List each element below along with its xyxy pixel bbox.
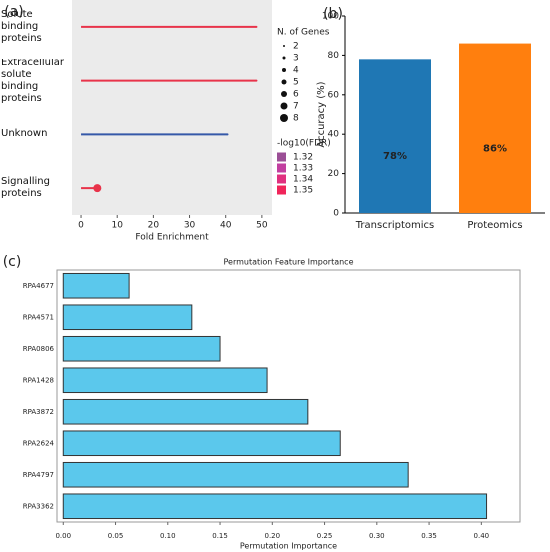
legend-size-dot (280, 114, 288, 122)
lollipop-dot (226, 133, 229, 136)
bar (359, 59, 431, 214)
y-tick-label: RPA0806 (23, 345, 55, 353)
category-label-box: Unknown (1, 128, 48, 140)
x-tick-label: Transcriptomics (355, 220, 434, 231)
x-tick-label: 0.30 (369, 532, 385, 540)
x-tick-label: 20 (148, 221, 160, 231)
x-tick-label: 0.35 (421, 532, 437, 540)
x-tick-label: Proteomics (467, 220, 522, 231)
y-tick-label: 80 (328, 51, 340, 61)
category-label-box: Solute binding proteins (1, 8, 42, 44)
y-tick-label: 40 (328, 130, 340, 140)
plot-frame (56, 269, 521, 523)
category-label: Unknown (1, 128, 48, 140)
x-axis-label: Fold Enrichment (135, 233, 209, 243)
panel-label: (b) (323, 6, 343, 22)
legend-size-dot (282, 56, 286, 60)
legend-swatch (277, 152, 286, 162)
bar (62, 430, 341, 457)
legend-label: 5 (293, 78, 299, 88)
legend-size-dot (283, 45, 285, 47)
chart-title: Permutation Feature Importance (224, 258, 354, 267)
legend-label: 1.33 (293, 164, 313, 174)
value-label: 86% (483, 143, 507, 154)
legend-label: 1.35 (293, 186, 313, 196)
y-tick-label: 20 (328, 169, 340, 179)
x-tick-label: 10 (111, 221, 123, 231)
bar (62, 367, 268, 394)
legend-label: 1.34 (293, 175, 313, 185)
y-tick-label: 100 (322, 12, 339, 22)
panel-label: (a) (4, 4, 24, 20)
legend-swatch (277, 185, 286, 195)
y-tick-label: RPA1428 (23, 376, 54, 384)
y-tick-label: RPA2624 (23, 439, 55, 447)
x-axis-label: Permutation Importance (240, 542, 337, 551)
plot-background (72, 0, 272, 215)
bar (62, 335, 221, 362)
legend-size-dot (281, 91, 287, 97)
bar (62, 398, 309, 425)
category-label: Solute binding proteins (1, 8, 42, 44)
y-tick-label: RPA4797 (23, 471, 54, 479)
y-axis-label: Accuracy (%) (316, 81, 327, 147)
lollipop-dot (255, 79, 258, 82)
bar (459, 43, 531, 213)
legend-label: 6 (293, 90, 299, 100)
x-tick-label: 30 (184, 221, 196, 231)
category-label-box: Signalling proteins (1, 176, 50, 200)
legend-swatch (277, 163, 286, 173)
y-tick-label: 0 (333, 209, 339, 219)
bar (62, 493, 488, 520)
bar (62, 272, 130, 299)
lollipop-dot (93, 184, 102, 193)
x-tick-label: 0.15 (212, 532, 228, 540)
x-tick-label: 0.00 (55, 532, 71, 540)
x-tick-label: 0.25 (317, 532, 333, 540)
bar (62, 461, 409, 488)
panel-label: (c) (3, 254, 22, 270)
category-label: Signalling proteins (1, 176, 50, 200)
x-tick-label: 0.10 (160, 532, 176, 540)
legend-size-dot (281, 79, 287, 85)
y-tick-label: RPA3362 (23, 502, 54, 510)
legend-size-dot (280, 102, 288, 110)
y-tick-label: RPA4677 (23, 282, 54, 290)
legend-title: -log10(FDR) (277, 139, 331, 149)
category-label-box: Extracellular solute binding proteins (1, 58, 64, 103)
x-tick-label: 0.40 (474, 532, 490, 540)
value-label: 78% (383, 151, 407, 162)
legend-label: 8 (293, 114, 299, 124)
legend-label: 3 (293, 54, 299, 64)
x-tick-label: 0 (78, 221, 84, 231)
y-tick-label: RPA4571 (23, 313, 54, 321)
y-tick-label: RPA3872 (23, 408, 54, 416)
legend-size-dot (282, 68, 286, 72)
category-label: Extracellular solute binding proteins (1, 58, 64, 103)
legend-label: 7 (293, 102, 299, 112)
x-tick-label: 40 (220, 221, 232, 231)
legend-swatch (277, 174, 286, 184)
legend-title: N. of Genes (277, 28, 330, 38)
legend-label: 4 (293, 66, 299, 76)
legend-label: 2 (293, 42, 299, 52)
y-tick-label: 60 (328, 90, 340, 100)
x-tick-label: 50 (256, 221, 268, 231)
lollipop-dot (255, 25, 258, 28)
legend-label: 1.32 (293, 153, 313, 163)
bar (62, 304, 193, 331)
x-tick-label: 0.05 (108, 532, 124, 540)
x-tick-label: 0.20 (265, 532, 281, 540)
